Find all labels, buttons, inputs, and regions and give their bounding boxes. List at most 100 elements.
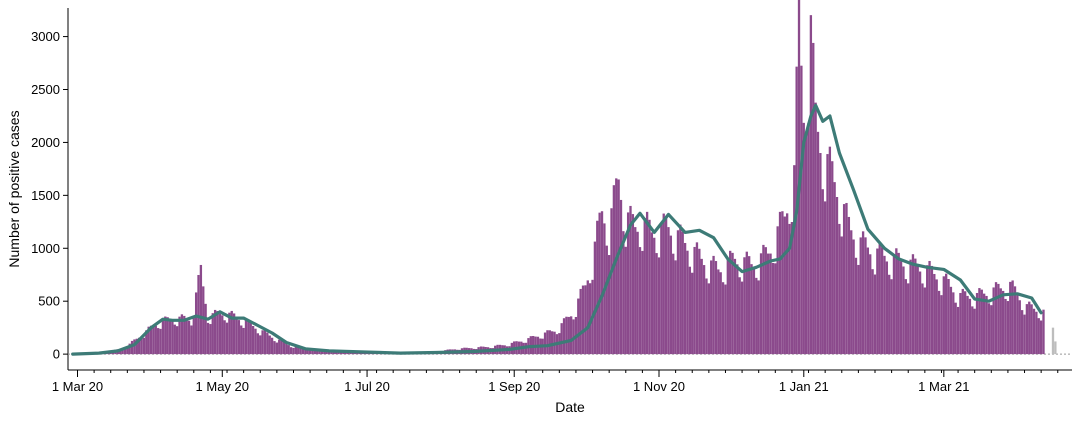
daily-bar (325, 351, 328, 355)
daily-bar (655, 253, 658, 355)
daily-bar (743, 257, 746, 355)
daily-bar (147, 326, 150, 355)
daily-bar (907, 283, 910, 355)
daily-bar (159, 328, 162, 355)
y-tick-label: 2000 (31, 135, 60, 150)
daily-bar (816, 131, 820, 355)
daily-bar (828, 146, 832, 355)
daily-bar (683, 242, 687, 355)
daily-bar (240, 325, 243, 355)
daily-bar (149, 325, 153, 355)
daily-bar (653, 237, 656, 355)
daily-bar (954, 302, 957, 355)
daily-bar (804, 132, 808, 355)
daily-bar (885, 261, 889, 355)
daily-bar (593, 241, 597, 355)
daily-bar (676, 230, 680, 355)
daily-bar (731, 252, 734, 355)
daily-bar (1013, 286, 1017, 355)
daily-bar (548, 330, 551, 355)
daily-bar (622, 231, 625, 355)
daily-bar (1020, 310, 1024, 355)
daily-bar (757, 280, 760, 355)
daily-bar (942, 276, 945, 355)
daily-bar (1039, 320, 1043, 355)
daily-bar (945, 273, 948, 355)
x-tick-label: 1 Jul 20 (344, 379, 390, 394)
daily-bar (202, 286, 205, 355)
daily-bar (672, 253, 675, 355)
daily-bar (586, 280, 589, 355)
daily-bar (194, 292, 198, 355)
daily-bar (221, 315, 224, 355)
daily-bar (173, 324, 176, 355)
daily-bar (311, 349, 314, 355)
daily-bar (762, 244, 765, 355)
daily-bar (168, 319, 172, 355)
daily-bar (157, 328, 160, 355)
daily-bar (767, 253, 770, 355)
daily-bar (610, 208, 613, 355)
daily-bar (235, 317, 238, 355)
daily-bar (259, 335, 262, 355)
daily-bar (994, 282, 998, 355)
daily-bar (185, 318, 188, 355)
daily-bar (854, 257, 858, 355)
daily-bar (581, 285, 585, 355)
daily-bar (543, 332, 547, 355)
daily-bar (204, 303, 207, 355)
daily-bar (721, 282, 725, 355)
daily-bar (562, 318, 566, 355)
daily-bar (1025, 304, 1029, 355)
daily-bar (301, 348, 305, 355)
daily-bar (847, 216, 851, 355)
daily-bar (892, 254, 896, 355)
daily-bar (861, 231, 865, 355)
daily-bar (695, 242, 699, 355)
daily-bar (313, 349, 316, 355)
daily-bar (171, 320, 174, 355)
daily-bar (216, 311, 219, 355)
daily-bar (662, 213, 665, 355)
daily-bar (546, 330, 549, 355)
daily-bar (645, 211, 649, 355)
daily-bar (873, 274, 877, 355)
daily-bar (771, 262, 775, 355)
daily-bar (669, 235, 673, 355)
daily-bar (121, 348, 124, 355)
daily-bar (244, 320, 248, 355)
daily-bar (895, 248, 898, 355)
daily-bar (890, 279, 893, 355)
daily-bar (935, 279, 938, 355)
daily-bar (783, 216, 786, 355)
daily-bar (833, 182, 836, 355)
daily-bar (1028, 301, 1031, 355)
daily-bar (959, 292, 962, 355)
daily-bar (145, 330, 148, 355)
daily-bar (135, 338, 138, 355)
daily-bar (840, 236, 843, 355)
daily-bar (859, 237, 862, 355)
daily-bar (845, 202, 848, 355)
daily-bar (793, 165, 796, 355)
daily-bar (923, 287, 926, 355)
daily-bar (638, 247, 642, 355)
daily-bar (838, 223, 841, 355)
daily-bar (232, 313, 236, 355)
daily-bar (206, 322, 210, 355)
daily-bar (567, 316, 570, 355)
daily-bar (980, 289, 983, 355)
incomplete-bars-group (1051, 327, 1057, 355)
daily-bar (712, 255, 715, 355)
daily-bar (909, 259, 912, 355)
daily-bar (852, 239, 855, 355)
daily-bar (911, 254, 915, 355)
x-tick-label: 1 Nov 20 (633, 379, 685, 394)
daily-bar (218, 313, 222, 355)
daily-bar (199, 264, 203, 355)
daily-bar (192, 317, 195, 355)
daily-bar (133, 339, 136, 355)
daily-bar (814, 102, 817, 355)
daily-bar (275, 342, 279, 355)
daily-bar (624, 246, 627, 355)
